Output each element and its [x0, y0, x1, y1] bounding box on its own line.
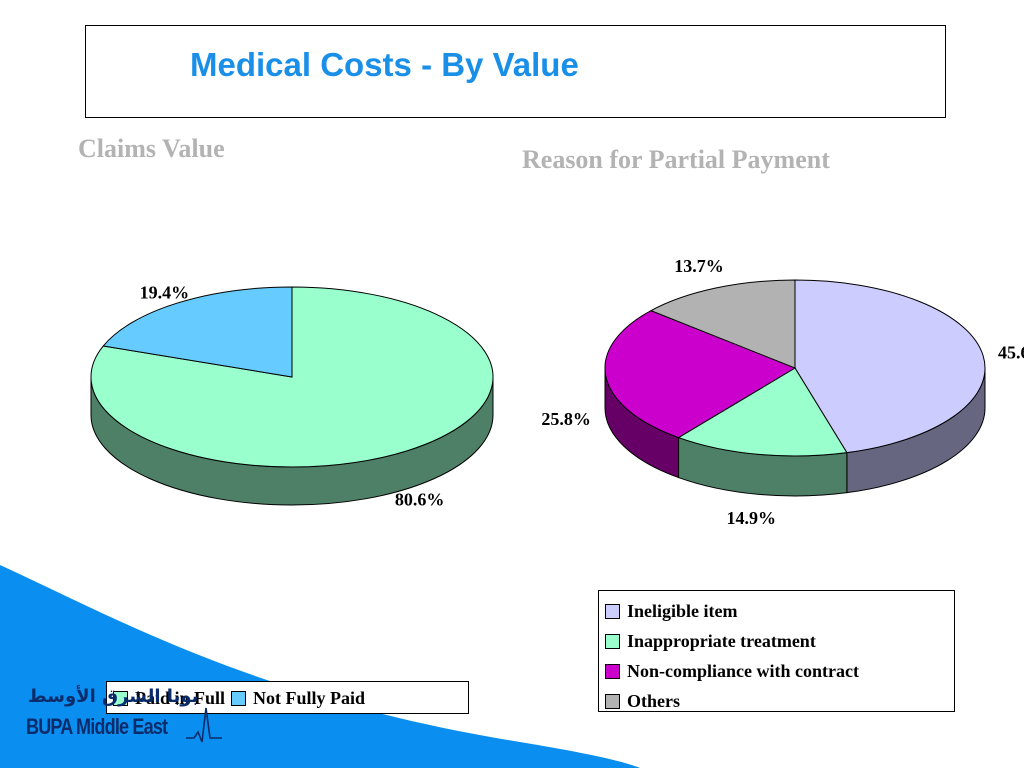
pie-0-slice-not-fully-paid [102, 286, 293, 378]
legend-label: Others [627, 691, 680, 711]
bupa-logo: بوبا الشرق الأوسط BUPA Middle East [8, 684, 228, 754]
partial-payment-legend: Ineligible item Inappropriate treatment No… [598, 590, 955, 712]
legend-item-paid-in-full: Paid in Full [113, 687, 225, 709]
pie-1: 45.6% 14.9% 25.8% 13.7% [541, 256, 1024, 528]
logo-arabic-text: بوبا الشرق الأوسط [28, 686, 199, 707]
legend-item-not-fully-paid: Not Fully Paid [231, 687, 365, 709]
legend-label: Non-compliance with contract [627, 661, 859, 681]
pie-1-label-0: 45.6% [998, 343, 1024, 363]
legend-swatch [231, 690, 247, 706]
pie-0-slice-paid-in-full [90, 286, 494, 468]
pie-0: 80.6% 19.4% [90, 282, 494, 510]
slide-title: Medical Costs - By Value [190, 46, 579, 83]
pie-1-label-1: 14.9% [726, 508, 776, 528]
legend-swatch [113, 690, 128, 706]
legend-item-non-compliance-with-contract: Non-compliance with contract [605, 656, 954, 686]
logo-english-text: BUPA Middle East [26, 714, 168, 739]
claims-chart-title: Claims Value [78, 134, 225, 163]
legend-label: Paid in Full [135, 688, 226, 708]
legend-item-ineligible-item: Ineligible item [605, 596, 954, 626]
title-box: Medical Costs - By Value [85, 25, 946, 118]
claims-legend: Paid in Full Not Fully Paid [106, 681, 469, 714]
legend-label: Inappropriate treatment [627, 631, 816, 651]
pie-1-slice-others [649, 279, 796, 369]
pie-0-label-1: 19.4% [140, 282, 190, 302]
legend-item-others: Others [605, 686, 954, 716]
legend-item-inappropriate-treatment: Inappropriate treatment [605, 626, 954, 656]
legend-swatch [605, 693, 620, 709]
pie-1-slice-inappropriate-treatment [677, 367, 848, 457]
legend-swatch [605, 633, 620, 649]
legend-swatch [605, 603, 620, 619]
pie-1-slice-non-compliance-with-contract [604, 310, 797, 439]
pie-1-label-2: 25.8% [541, 409, 591, 429]
pie-1-slice-ineligible-item [794, 279, 986, 454]
pie-1-label-3: 13.7% [674, 256, 724, 276]
legend-swatch [605, 663, 620, 679]
pie-0-label-0: 80.6% [395, 490, 445, 510]
legend-label: Ineligible item [627, 601, 738, 621]
heartbeat-line-icon [186, 707, 222, 743]
legend-label: Not Fully Paid [253, 688, 366, 708]
partial-payment-chart-title: Reason for Partial Payment [522, 145, 830, 174]
